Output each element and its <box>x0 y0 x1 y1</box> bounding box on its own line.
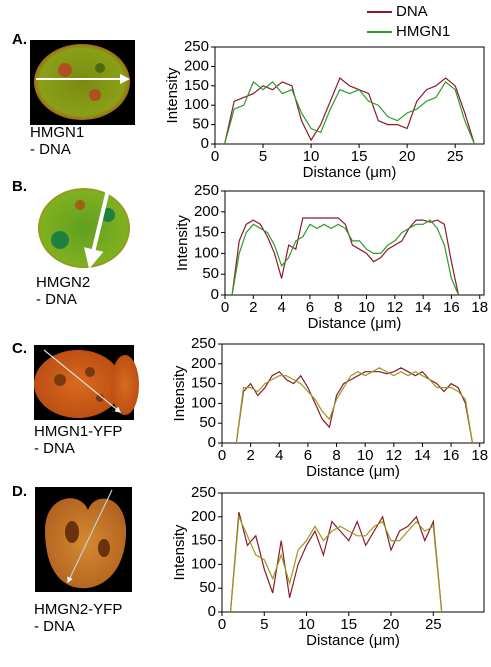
image-caption: HMGN1 <box>30 124 84 141</box>
data-line <box>224 77 475 145</box>
x-tick-label: 6 <box>306 299 314 316</box>
y-tick-label: 50 <box>192 116 209 133</box>
micrograph-c <box>34 345 139 420</box>
micrograph-a <box>30 40 135 125</box>
y-tick-label: 250 <box>191 484 216 501</box>
x-tick-label: 15 <box>340 616 357 633</box>
plot-frame <box>221 492 485 613</box>
x-tick-label: 12 <box>385 447 402 464</box>
plot-frame <box>224 190 485 296</box>
x-tick-label: 16 <box>443 299 460 316</box>
x-tick-label: 8 <box>332 447 340 464</box>
data-line <box>231 219 460 296</box>
panel-label: D. <box>12 483 27 500</box>
data-line <box>224 80 475 145</box>
y-tick-label: 250 <box>194 182 219 199</box>
data-line <box>231 217 460 296</box>
x-axis-label: Distance (μm) <box>306 463 400 480</box>
x-tick-label: 0 <box>211 148 219 165</box>
y-axis-label: Intensity <box>174 215 191 271</box>
x-tick-label: 0 <box>218 447 226 464</box>
legend-label: HMGN1 <box>396 23 450 40</box>
x-tick-label: 0 <box>218 616 226 633</box>
data-line <box>229 514 443 613</box>
y-tick-label: 0 <box>208 434 216 451</box>
y-tick-label: 100 <box>191 555 216 572</box>
y-tick-label: 200 <box>191 508 216 525</box>
image-caption: - DNA <box>30 141 71 158</box>
y-tick-label: 250 <box>184 38 209 55</box>
image-caption: HMGN2-YFP <box>34 601 122 618</box>
data-line <box>235 367 474 444</box>
x-tick-label: 16 <box>443 447 460 464</box>
x-tick-label: 15 <box>351 148 368 165</box>
x-tick-label: 0 <box>221 299 229 316</box>
x-tick-label: 4 <box>277 299 285 316</box>
y-axis-label: Intensity <box>164 67 181 123</box>
y-tick-label: 150 <box>194 224 219 241</box>
image-caption: - DNA <box>36 291 77 308</box>
x-tick-label: 14 <box>414 447 431 464</box>
y-tick-label: 100 <box>194 244 219 261</box>
image-caption: - DNA <box>34 440 75 457</box>
micrograph-b <box>36 188 132 269</box>
x-tick-label: 20 <box>383 616 400 633</box>
x-tick-label: 10 <box>357 447 374 464</box>
x-tick-label: 10 <box>358 299 375 316</box>
x-tick-label: 18 <box>471 299 488 316</box>
micrograph-d <box>35 487 132 592</box>
x-axis-label: Distance (μm) <box>306 632 400 649</box>
x-tick-label: 2 <box>246 447 254 464</box>
x-tick-label: 25 <box>425 616 442 633</box>
y-tick-label: 50 <box>199 414 216 431</box>
x-axis-label: Distance (μm) <box>303 164 397 181</box>
y-tick-label: 0 <box>208 603 216 620</box>
y-tick-label: 0 <box>201 135 209 152</box>
y-tick-label: 150 <box>191 375 216 392</box>
x-tick-label: 2 <box>249 299 257 316</box>
y-tick-label: 150 <box>191 532 216 549</box>
y-tick-label: 150 <box>184 77 209 94</box>
x-tick-label: 20 <box>399 148 416 165</box>
x-tick-label: 18 <box>471 447 488 464</box>
y-tick-label: 50 <box>199 579 216 596</box>
x-axis-label: Distance (μm) <box>308 315 402 332</box>
x-tick-label: 5 <box>260 616 268 633</box>
y-axis-label: Intensity <box>171 524 188 580</box>
y-tick-label: 0 <box>211 286 219 303</box>
x-tick-label: 5 <box>259 148 267 165</box>
x-tick-label: 6 <box>304 447 312 464</box>
panel-label: A. <box>12 31 27 48</box>
plot-frame <box>214 46 485 145</box>
y-tick-label: 50 <box>202 265 219 282</box>
data-line <box>235 367 474 444</box>
panel-label: B. <box>12 178 27 195</box>
y-tick-label: 250 <box>191 335 216 352</box>
image-caption: HMGN1-YFP <box>34 423 122 440</box>
data-line <box>229 511 443 613</box>
x-tick-label: 4 <box>275 447 283 464</box>
y-tick-label: 200 <box>184 57 209 74</box>
y-tick-label: 100 <box>191 394 216 411</box>
y-axis-label: Intensity <box>171 365 188 421</box>
y-tick-label: 200 <box>191 355 216 372</box>
panel-label: C. <box>12 340 27 357</box>
x-tick-label: 25 <box>447 148 464 165</box>
x-tick-label: 12 <box>386 299 403 316</box>
y-tick-label: 100 <box>184 96 209 113</box>
x-tick-label: 8 <box>334 299 342 316</box>
x-tick-label: 14 <box>415 299 432 316</box>
x-tick-label: 10 <box>303 148 320 165</box>
image-caption: HMGN2 <box>36 274 90 291</box>
image-caption: - DNA <box>34 618 75 635</box>
legend-label: DNA <box>396 3 428 20</box>
x-tick-label: 10 <box>298 616 315 633</box>
plot-frame <box>221 343 485 444</box>
y-tick-label: 200 <box>194 203 219 220</box>
